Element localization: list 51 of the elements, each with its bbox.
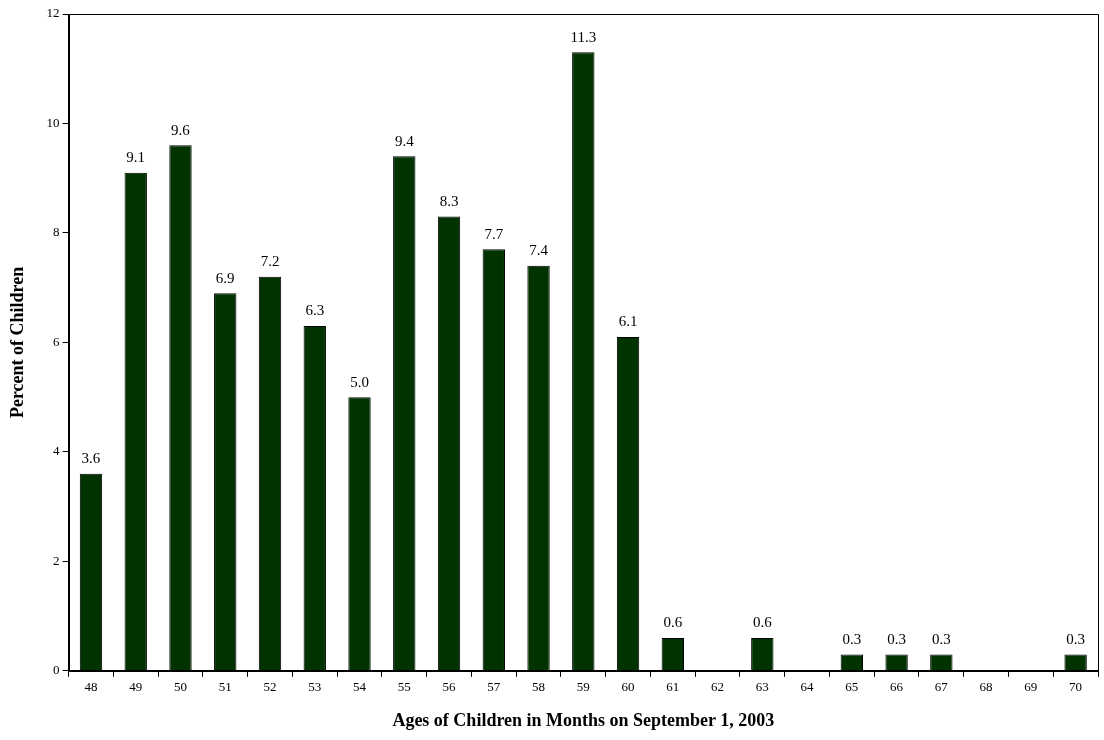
x-tick-label: 59 — [576, 679, 590, 695]
x-tick-label: 54 — [353, 679, 367, 695]
x-tick-label: 64 — [800, 679, 815, 695]
data-label: 5.0 — [350, 373, 369, 390]
data-label: 8.3 — [439, 192, 459, 209]
data-label: 0.6 — [663, 614, 683, 631]
y-tick-label: 12 — [46, 5, 60, 21]
x-tick-label: 61 — [666, 679, 680, 695]
x-axis-title: Ages of Children in Months on September 1, 2003 — [392, 709, 775, 730]
data-label: 6.9 — [215, 269, 235, 286]
data-label: 9.6 — [171, 121, 191, 138]
data-label: 0.3 — [842, 630, 862, 647]
x-tick-label: 57 — [487, 679, 501, 695]
x-tick-label: 51 — [218, 679, 232, 695]
x-tick-label: 53 — [308, 679, 322, 695]
data-label: 7.2 — [260, 253, 280, 270]
data-label: 3.6 — [81, 450, 101, 467]
data-label: 7.4 — [529, 242, 549, 259]
x-tick-label: 70 — [1069, 679, 1083, 695]
y-tick-label: 2 — [53, 552, 60, 568]
x-tick-label: 67 — [934, 679, 949, 695]
x-tick-label: 55 — [397, 679, 411, 695]
data-label: 11.3 — [570, 28, 597, 45]
x-tick-label: 65 — [845, 679, 859, 695]
y-tick-label: 8 — [53, 224, 60, 240]
data-label: 0.6 — [752, 614, 773, 631]
x-tick-label: 49 — [129, 679, 143, 695]
data-label: 0.3 — [931, 630, 951, 647]
data-label: 0.3 — [1066, 630, 1085, 647]
x-tick-label: 48 — [84, 679, 98, 695]
y-tick-label: 0 — [53, 662, 60, 678]
data-label: 9.4 — [394, 132, 415, 149]
data-label: 6.3 — [305, 302, 325, 319]
data-label: 0.3 — [887, 630, 906, 647]
x-tick-label: 66 — [890, 679, 904, 695]
y-tick-label: 4 — [53, 443, 61, 459]
x-tick-label: 63 — [755, 679, 769, 695]
x-tick-label: 58 — [532, 679, 546, 695]
y-axis-title: Percent of Children — [7, 266, 28, 419]
x-tick-label: 52 — [263, 679, 277, 695]
x-tick-label: 62 — [711, 679, 725, 695]
x-tick-label: 56 — [442, 679, 457, 695]
x-tick-label: 69 — [1024, 679, 1038, 695]
data-label: 6.1 — [618, 313, 638, 330]
y-tick-label: 6 — [53, 333, 61, 349]
y-tick-label: 10 — [46, 114, 60, 130]
x-tick-label: 60 — [621, 679, 635, 695]
x-tick-label: 50 — [173, 679, 187, 695]
data-label: 7.7 — [484, 225, 504, 242]
x-tick-label: 68 — [979, 679, 993, 695]
data-label: 9.1 — [126, 149, 146, 166]
